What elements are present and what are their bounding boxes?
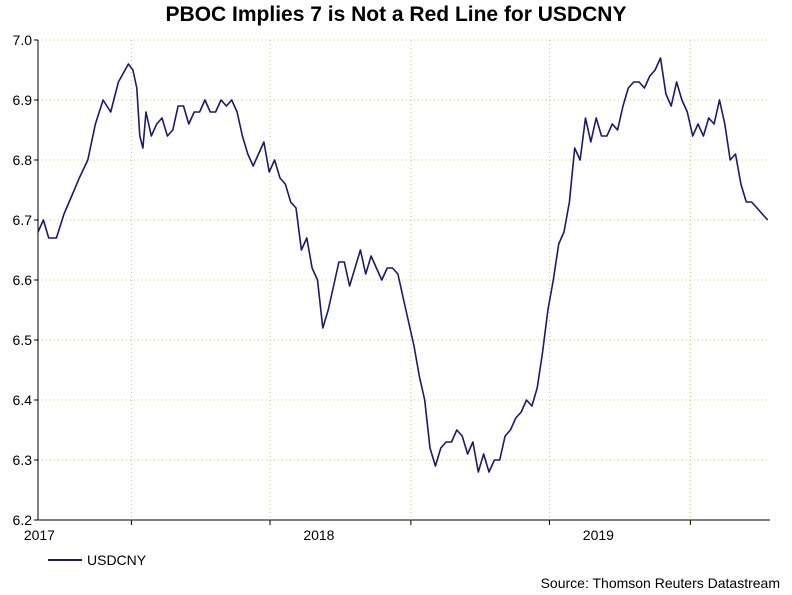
y-tick-label: 6.3 [13, 452, 33, 468]
source-note: Source: Thomson Reuters Datastream [541, 575, 780, 591]
y-axis-ticks: 6.2 6.3 6.4 6.5 6.6 6.7 6.8 6.9 7.0 [13, 32, 38, 528]
y-tick-label: 6.8 [13, 152, 33, 168]
legend-label: USDCNY [87, 552, 147, 568]
y-tick-label: 6.2 [13, 512, 33, 528]
gridlines [38, 39, 770, 520]
series-line-usdcny [37, 57, 769, 473]
x-tick-label: 2019 [583, 527, 614, 543]
axes [37, 40, 770, 521]
x-tick-label: 2018 [303, 527, 334, 543]
y-tick-label: 6.4 [13, 392, 33, 408]
series-group [37, 57, 769, 473]
y-tick-label: 6.7 [13, 212, 33, 228]
y-tick-label: 6.5 [13, 332, 33, 348]
y-tick-label: 6.9 [13, 92, 33, 108]
x-axis-ticks: 2017 2018 2019 [24, 520, 691, 543]
y-tick-label: 7.0 [13, 32, 33, 48]
y-tick-label: 6.6 [13, 272, 33, 288]
legend: USDCNY [48, 552, 147, 568]
x-tick-label: 2017 [24, 527, 55, 543]
chart-title: PBOC Implies 7 is Not a Red Line for USD… [166, 3, 627, 26]
